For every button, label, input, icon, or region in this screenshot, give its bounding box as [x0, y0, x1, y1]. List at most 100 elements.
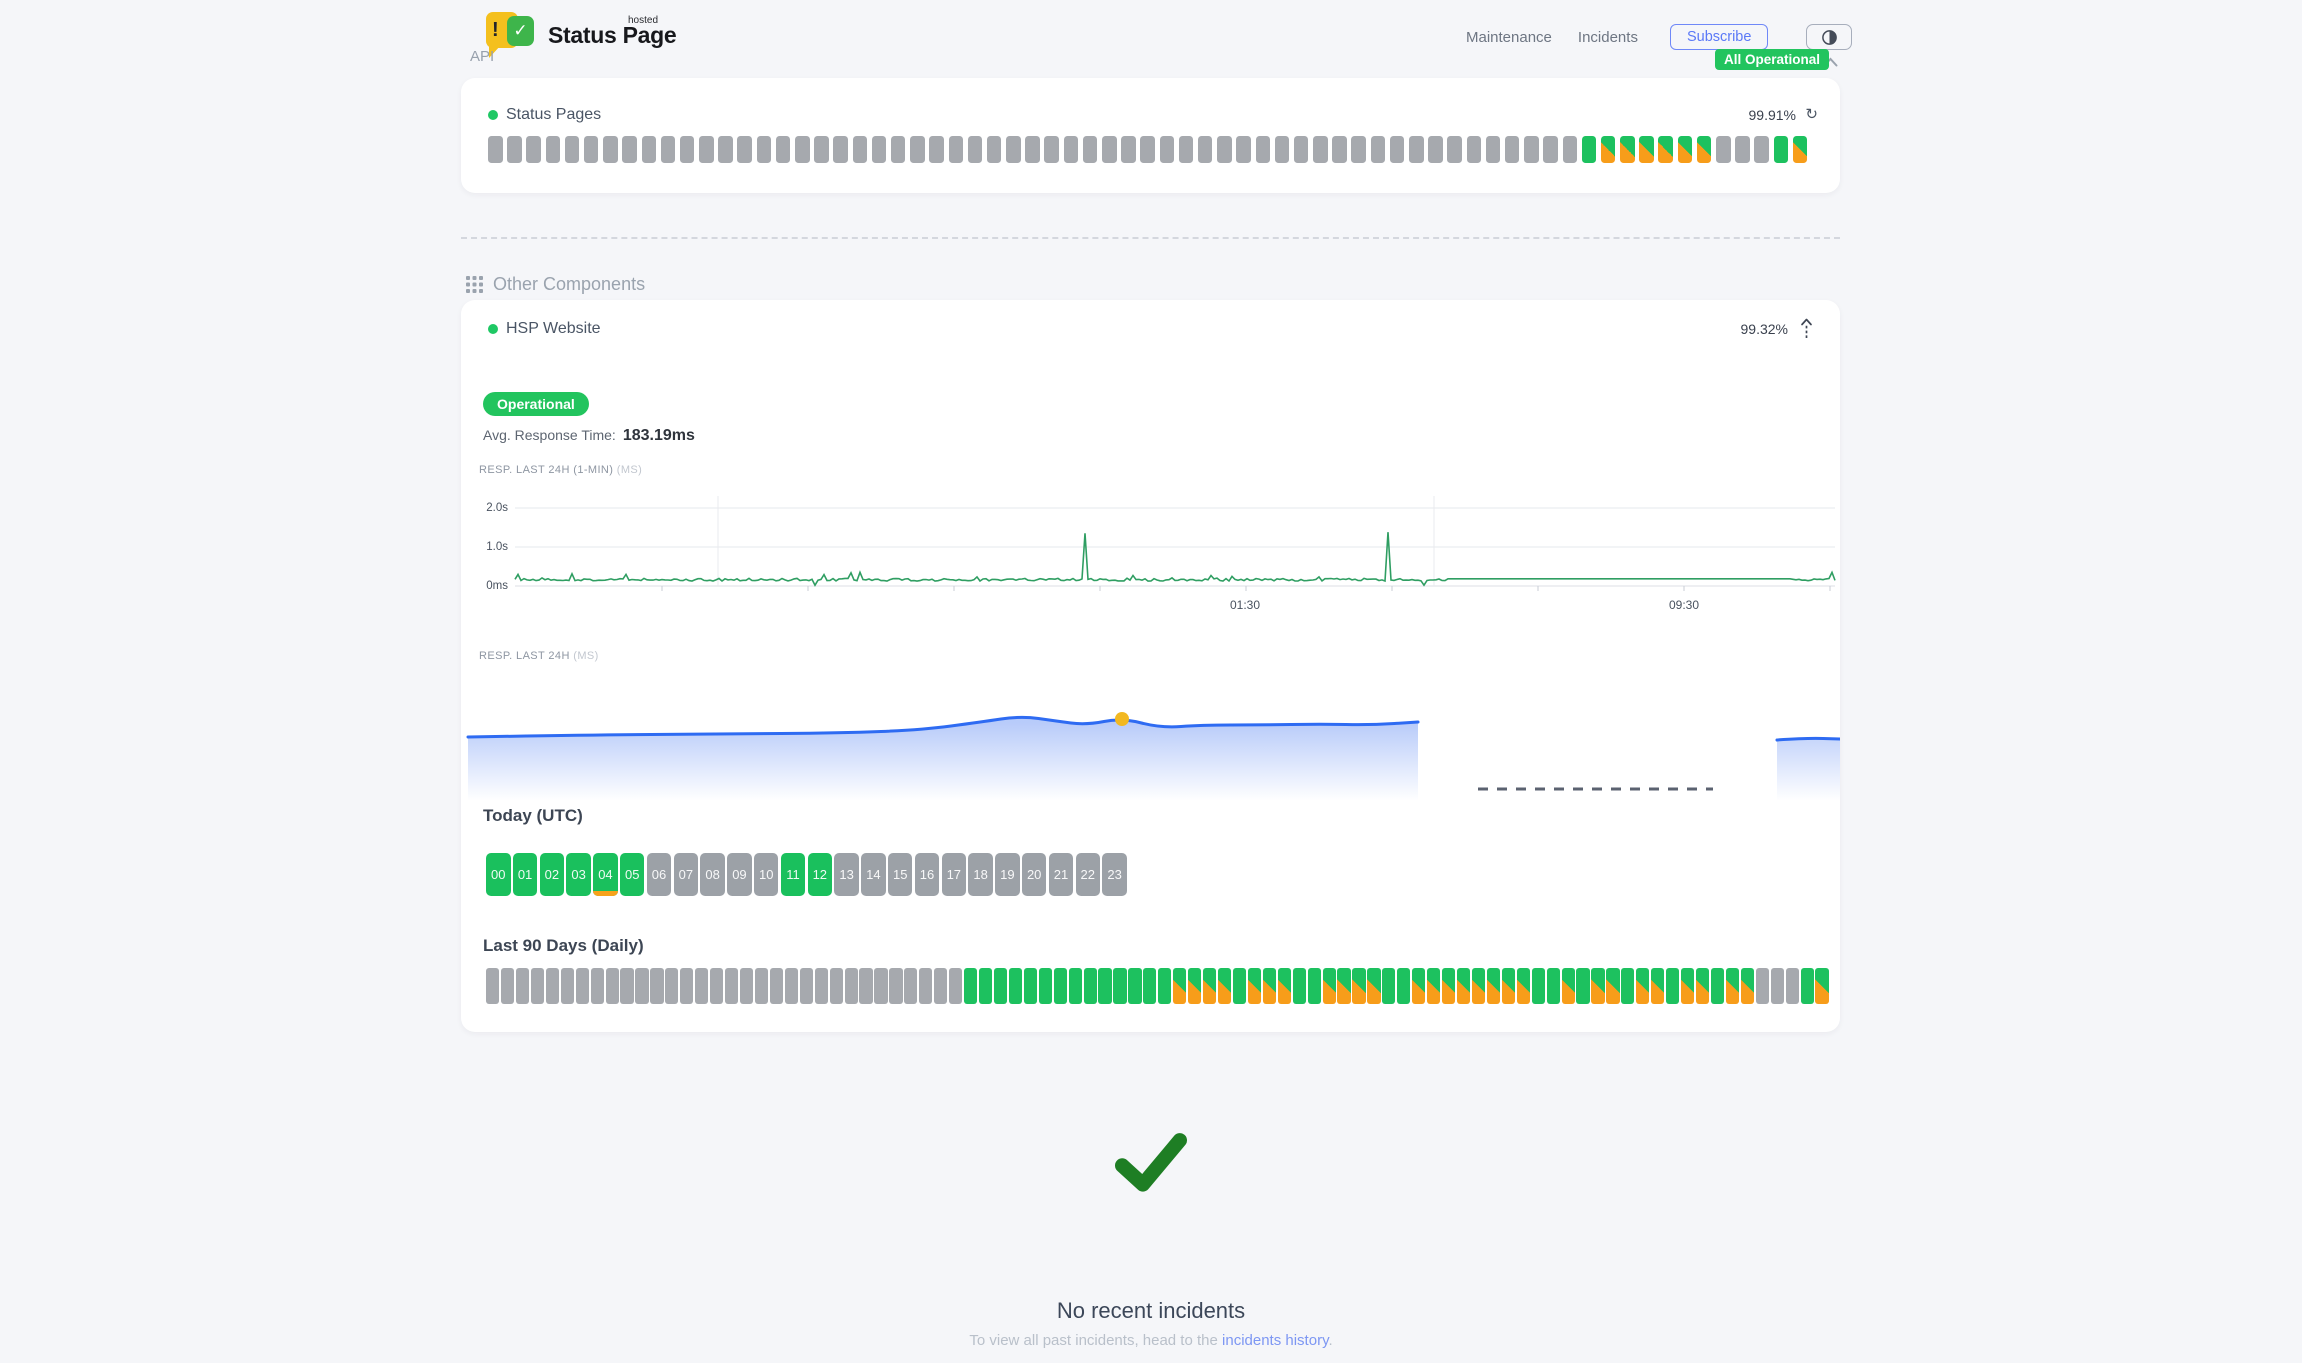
uptime-bar-degraded[interactable]: [1600, 136, 1616, 163]
uptime-bar-nodata[interactable]: [814, 968, 828, 1004]
hour-block-03[interactable]: 03: [566, 853, 591, 896]
uptime-bar-nodata[interactable]: [515, 968, 530, 1004]
hour-block-11[interactable]: 11: [780, 853, 806, 896]
hour-block-21[interactable]: 21: [1048, 853, 1074, 896]
uptime-bar-degraded[interactable]: [1456, 968, 1471, 1004]
uptime-bar-nodata[interactable]: [1485, 136, 1501, 163]
uptime-bar-operational[interactable]: [1083, 968, 1097, 1004]
uptime-bar-nodata[interactable]: [784, 968, 798, 1004]
uptime-bar-degraded[interactable]: [1636, 968, 1650, 1004]
uptime-bar-operational[interactable]: [1292, 968, 1306, 1004]
uptime-bar-nodata[interactable]: [1785, 968, 1799, 1004]
uptime-bar-nodata[interactable]: [1102, 136, 1117, 163]
hour-block-08[interactable]: 08: [700, 853, 725, 896]
theme-toggle-button[interactable]: [1806, 24, 1853, 50]
uptime-bar-nodata[interactable]: [1044, 136, 1059, 163]
uptime-bar-nodata[interactable]: [583, 136, 599, 163]
uptime-bar-operational[interactable]: [1581, 136, 1597, 163]
uptime-bar-nodata[interactable]: [844, 968, 858, 1004]
uptime-bar-nodata[interactable]: [967, 136, 983, 163]
uptime-bar-nodata[interactable]: [934, 968, 948, 1004]
uptime-bar-nodata[interactable]: [545, 136, 561, 163]
uptime-bar-nodata[interactable]: [1447, 136, 1462, 163]
hour-block-14[interactable]: 14: [861, 853, 886, 896]
uptime-bar-degraded[interactable]: [1606, 968, 1620, 1004]
uptime-bar-degraded[interactable]: [1658, 136, 1673, 163]
uptime-bar-nodata[interactable]: [1313, 136, 1328, 163]
uptime-bar-nodata[interactable]: [1524, 136, 1539, 163]
uptime-bar-operational[interactable]: [1128, 968, 1142, 1004]
uptime-bar-degraded[interactable]: [1247, 968, 1261, 1004]
uptime-bar-operational[interactable]: [1143, 968, 1157, 1004]
uptime-bar-nodata[interactable]: [486, 968, 500, 1004]
uptime-bar-degraded[interactable]: [1442, 968, 1456, 1004]
uptime-bar-degraded[interactable]: [1262, 968, 1276, 1004]
uptime-bar-nodata[interactable]: [890, 136, 906, 163]
uptime-bar-nodata[interactable]: [1755, 968, 1769, 1004]
hour-block-07[interactable]: 07: [673, 853, 699, 896]
uptime-bar-nodata[interactable]: [1006, 136, 1021, 163]
uptime-bar-degraded[interactable]: [1677, 136, 1693, 163]
uptime-bar-operational[interactable]: [1546, 968, 1560, 1004]
nav-incidents[interactable]: Incidents: [1577, 28, 1638, 46]
uptime-bar-nodata[interactable]: [590, 968, 604, 1004]
uptime-bar-degraded[interactable]: [1815, 968, 1829, 1004]
uptime-bar-degraded[interactable]: [1681, 968, 1695, 1004]
uptime-bar-nodata[interactable]: [1121, 136, 1136, 163]
uptime-bar-degraded[interactable]: [1203, 968, 1217, 1004]
uptime-bar-operational[interactable]: [1038, 968, 1052, 1004]
uptime-bar-degraded[interactable]: [1427, 968, 1441, 1004]
uptime-bar-operational[interactable]: [1397, 968, 1411, 1004]
hour-block-22[interactable]: 22: [1075, 853, 1101, 896]
uptime-bar-nodata[interactable]: [1255, 136, 1270, 163]
uptime-bar-degraded[interactable]: [1695, 968, 1710, 1004]
uptime-bar-nodata[interactable]: [564, 136, 580, 163]
uptime-bar-nodata[interactable]: [1178, 136, 1194, 163]
uptime-bar-nodata[interactable]: [1159, 136, 1175, 163]
uptime-bar-nodata[interactable]: [1716, 136, 1731, 163]
hour-block-02[interactable]: 02: [539, 853, 565, 896]
uptime-bar-nodata[interactable]: [739, 968, 754, 1004]
uptime-bar-degraded[interactable]: [1620, 136, 1635, 163]
uptime-bar-nodata[interactable]: [769, 968, 783, 1004]
uptime-bar-nodata[interactable]: [889, 968, 903, 1004]
uptime-bar-nodata[interactable]: [507, 136, 522, 163]
hour-block-00[interactable]: 00: [486, 853, 511, 896]
hour-block-12[interactable]: 12: [807, 853, 833, 896]
uptime-bar-nodata[interactable]: [919, 968, 933, 1004]
uptime-bar-nodata[interactable]: [948, 136, 963, 163]
uptime-bar-operational[interactable]: [1710, 968, 1725, 1004]
uptime-bar-nodata[interactable]: [852, 136, 868, 163]
uptime-bar-nodata[interactable]: [910, 136, 925, 163]
uptime-bar-nodata[interactable]: [756, 136, 772, 163]
uptime-bar-nodata[interactable]: [1236, 136, 1251, 163]
uptime-bar-operational[interactable]: [1098, 968, 1112, 1004]
uptime-bar-degraded[interactable]: [1188, 968, 1202, 1004]
uptime-bar-nodata[interactable]: [874, 968, 888, 1004]
uptime-bar-operational[interactable]: [1307, 968, 1321, 1004]
uptime-bar-degraded[interactable]: [1352, 968, 1366, 1004]
hour-block-06[interactable]: 06: [646, 853, 672, 896]
uptime-bar-nodata[interactable]: [1543, 136, 1558, 163]
uptime-bar-nodata[interactable]: [530, 968, 544, 1004]
uptime-bar-nodata[interactable]: [799, 968, 813, 1004]
uptime-bar-nodata[interactable]: [754, 968, 769, 1004]
uptime-bar-operational[interactable]: [1053, 968, 1067, 1004]
hour-block-09[interactable]: 09: [727, 853, 752, 896]
uptime-bar-operational[interactable]: [1666, 968, 1680, 1004]
hour-block-15[interactable]: 15: [887, 853, 913, 896]
uptime-bar-degraded[interactable]: [1337, 968, 1351, 1004]
uptime-bar-nodata[interactable]: [1754, 136, 1769, 163]
hour-block-10[interactable]: 10: [753, 853, 779, 896]
uptime-bar-operational[interactable]: [1800, 968, 1814, 1004]
uptime-bar-nodata[interactable]: [603, 136, 618, 163]
uptime-bar-operational[interactable]: [1113, 968, 1127, 1004]
uptime-bar-nodata[interactable]: [1197, 136, 1213, 163]
uptime-bar-nodata[interactable]: [1735, 136, 1750, 163]
hour-block-23[interactable]: 23: [1102, 853, 1127, 896]
uptime-bar-operational[interactable]: [964, 968, 978, 1004]
response-time-line-chart[interactable]: 2.0s 1.0s 0ms 01:30 09:30: [478, 490, 1838, 620]
uptime-bar-nodata[interactable]: [575, 968, 589, 1004]
uptime-bar-degraded[interactable]: [1591, 968, 1605, 1004]
uptime-bar-nodata[interactable]: [1389, 136, 1405, 163]
